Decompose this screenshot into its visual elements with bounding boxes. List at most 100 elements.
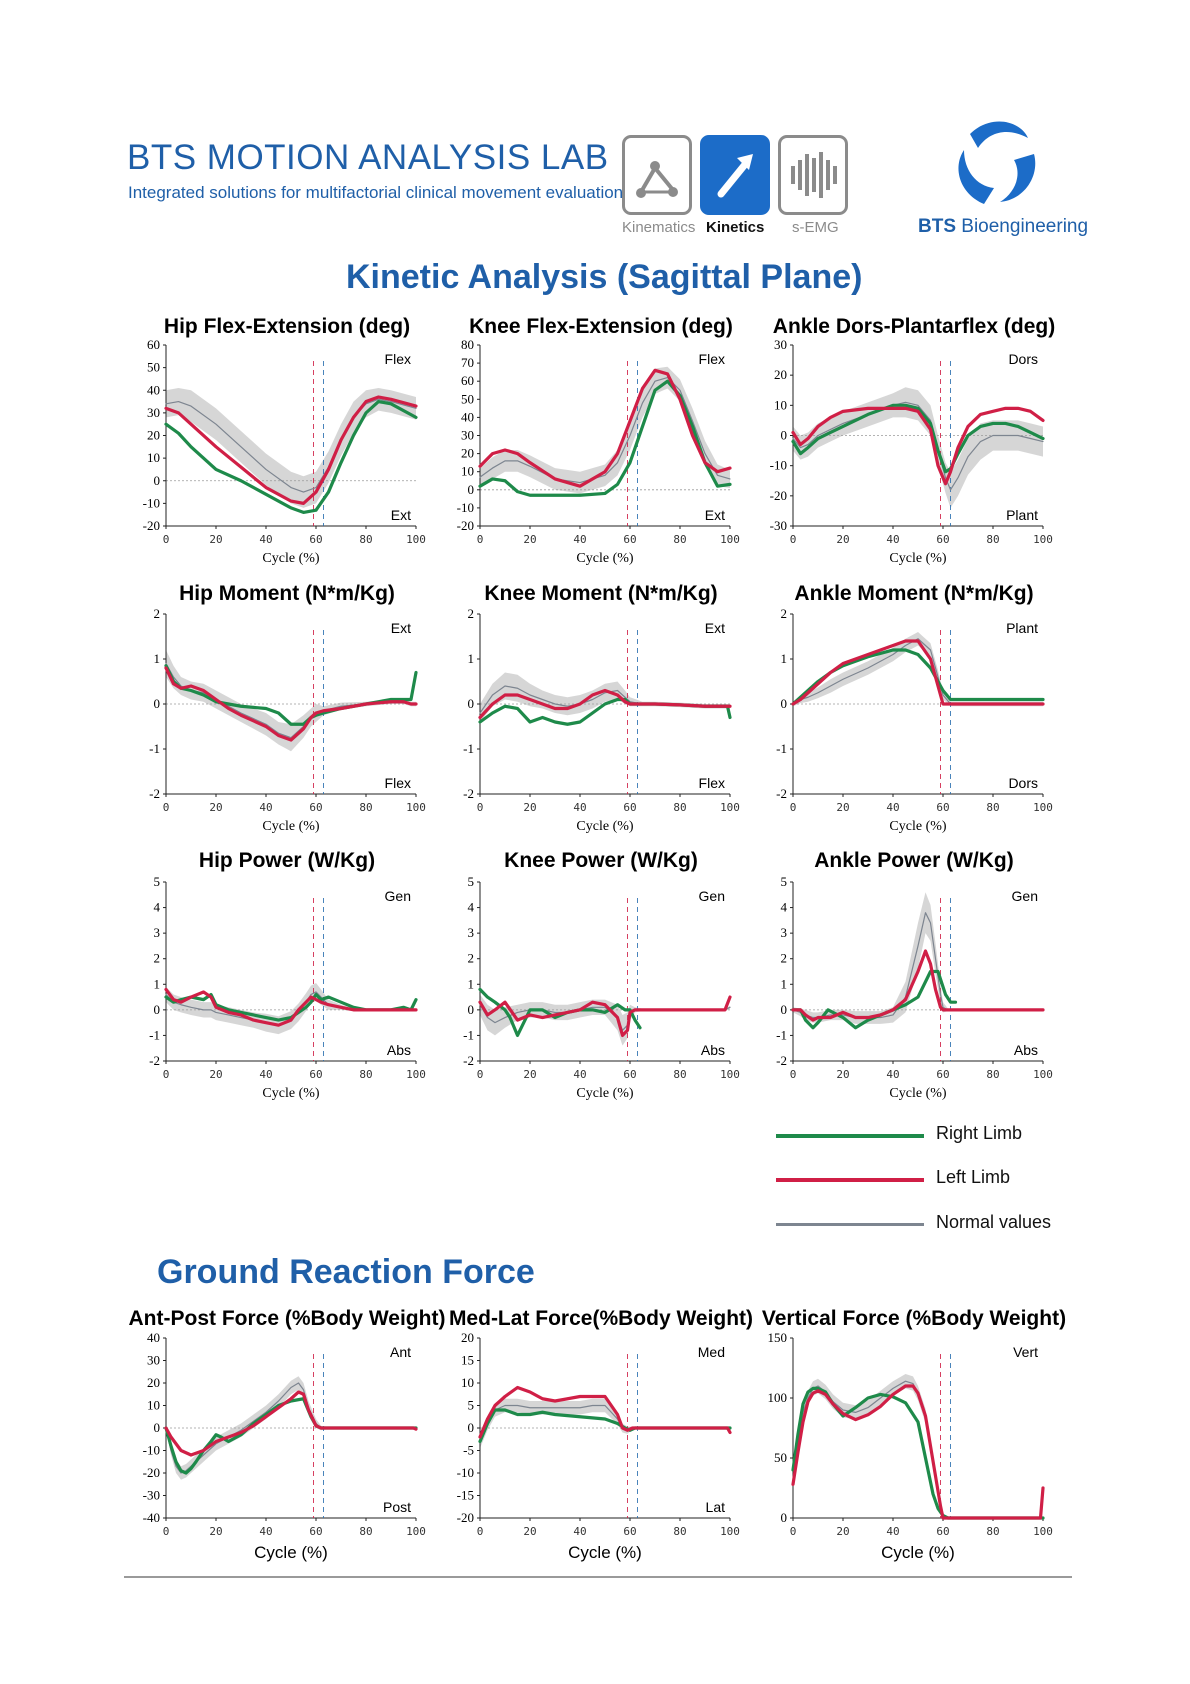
- x-axis-label: Cycle (%): [576, 551, 633, 566]
- y-tick-label: 50: [461, 391, 474, 406]
- direction-label-top: Ext: [705, 620, 725, 636]
- series-line-normal-values: [479, 1004, 731, 1031]
- x-tick-label: 60: [936, 533, 949, 546]
- brand-rest: Bioengineering: [956, 216, 1089, 237]
- x-axis-label: Cycle (%): [576, 819, 633, 834]
- y-tick-label: 15: [461, 1353, 474, 1368]
- series-line-left-limb: [164, 666, 418, 742]
- x-tick-label: 80: [359, 801, 372, 814]
- x-tick-label: 100: [720, 801, 740, 814]
- x-tick-label: 0: [790, 1068, 797, 1081]
- y-tick-label: 50: [147, 360, 160, 375]
- direction-label-bottom: Abs: [387, 1042, 411, 1058]
- direction-label-top: Flex: [699, 351, 725, 367]
- lab-title: BTS MOTION ANALYSIS LAB: [127, 138, 609, 177]
- x-tick-label: 80: [673, 801, 686, 814]
- series-line-normal-values: [792, 912, 1044, 1019]
- series-line-normal-values: [165, 662, 417, 739]
- y-tick-label: 20: [774, 367, 787, 382]
- x-axis-label: Cycle (%): [262, 551, 319, 566]
- y-tick-label: 30: [147, 405, 160, 420]
- y-tick-label: 1: [468, 651, 475, 666]
- direction-label-bottom: Flex: [385, 775, 411, 791]
- x-tick-label: 0: [477, 801, 484, 814]
- y-tick-label: 0: [468, 482, 475, 497]
- kinetics-icon: [717, 154, 753, 198]
- x-axis-label: Cycle (%): [889, 819, 946, 834]
- normal-band: [793, 892, 1043, 1024]
- y-tick-label: -10: [457, 500, 474, 515]
- series-line-right-limb: [478, 379, 732, 497]
- x-axis-label: Cycle (%): [254, 1543, 328, 1562]
- direction-label-bottom: Dors: [1008, 775, 1038, 791]
- y-tick-label: 0: [154, 696, 161, 711]
- y-tick-label: 10: [461, 464, 474, 479]
- series-line-right-limb: [478, 1408, 732, 1444]
- y-tick-label: 0: [468, 1002, 475, 1017]
- y-tick-label: -30: [770, 518, 787, 533]
- normal-band: [480, 994, 730, 1046]
- y-tick-label: -2: [149, 786, 160, 801]
- x-tick-label: 100: [1033, 801, 1053, 814]
- normal-band: [480, 672, 730, 722]
- bts-brand: BTS Bioengineering: [918, 216, 1088, 238]
- y-tick-label: 30: [774, 337, 787, 352]
- x-tick-label: 0: [163, 533, 170, 546]
- series-line-left-limb: [164, 1390, 418, 1457]
- y-tick-label: 0: [781, 696, 788, 711]
- legend-swatch-right: [776, 1134, 924, 1138]
- kinematics-label: Kinematics: [622, 219, 696, 236]
- series-line-left-limb: [478, 1385, 732, 1439]
- x-tick-label: 100: [406, 801, 426, 814]
- y-tick-label: 3: [468, 925, 475, 940]
- lab-subtitle: Integrated solutions for multifactorial …: [128, 183, 624, 202]
- x-axis-label: Cycle (%): [889, 551, 946, 566]
- x-tick-label: 40: [886, 533, 899, 546]
- chart-title: Ankle Dors-Plantarflex (deg): [773, 315, 1055, 338]
- kinematics-module-tile: [622, 135, 692, 215]
- x-axis-label: Cycle (%): [262, 819, 319, 834]
- x-tick-label: 0: [163, 801, 170, 814]
- y-tick-label: 0: [154, 1420, 161, 1435]
- y-tick-label: -1: [776, 1027, 787, 1042]
- y-tick-label: -2: [463, 1053, 474, 1068]
- x-tick-label: 20: [209, 533, 222, 546]
- series-line-left-limb: [791, 639, 1045, 706]
- direction-label-top: Gen: [1012, 888, 1038, 904]
- x-tick-label: 80: [359, 1068, 372, 1081]
- y-tick-label: 20: [461, 1330, 474, 1345]
- y-tick-label: 5: [154, 874, 161, 889]
- y-tick-label: -15: [457, 1488, 474, 1503]
- normal-band: [793, 387, 1043, 508]
- y-tick-label: -20: [143, 1465, 160, 1480]
- x-tick-label: 40: [259, 533, 272, 546]
- y-tick-label: -2: [149, 1053, 160, 1068]
- direction-label-bottom: Ext: [391, 507, 411, 523]
- y-tick-label: 10: [147, 1398, 160, 1413]
- x-tick-label: 80: [986, 1525, 999, 1538]
- kinematics-icon: [636, 161, 678, 198]
- x-tick-label: 100: [406, 1068, 426, 1081]
- direction-label-top: Vert: [1013, 1344, 1038, 1360]
- y-tick-label: 150: [768, 1330, 788, 1345]
- series-line-right-limb: [164, 992, 418, 1022]
- y-tick-label: -10: [143, 495, 160, 510]
- x-tick-label: 20: [836, 1068, 849, 1081]
- direction-label-bottom: Abs: [701, 1042, 725, 1058]
- y-tick-label: 0: [781, 1510, 788, 1525]
- x-tick-label: 100: [720, 1068, 740, 1081]
- normal-band: [480, 1398, 730, 1449]
- kinetics-label: Kinetics: [706, 219, 765, 236]
- x-tick-label: 20: [523, 1068, 536, 1081]
- chart-title: Ant-Post Force (%Body Weight): [129, 1307, 446, 1330]
- legend-swatch-left: [776, 1178, 924, 1182]
- y-tick-label: 0: [154, 473, 161, 488]
- x-tick-label: 40: [259, 1525, 272, 1538]
- x-tick-label: 20: [209, 1068, 222, 1081]
- chart-title: Knee Moment (N*m/Kg): [484, 582, 717, 605]
- x-tick-label: 0: [790, 801, 797, 814]
